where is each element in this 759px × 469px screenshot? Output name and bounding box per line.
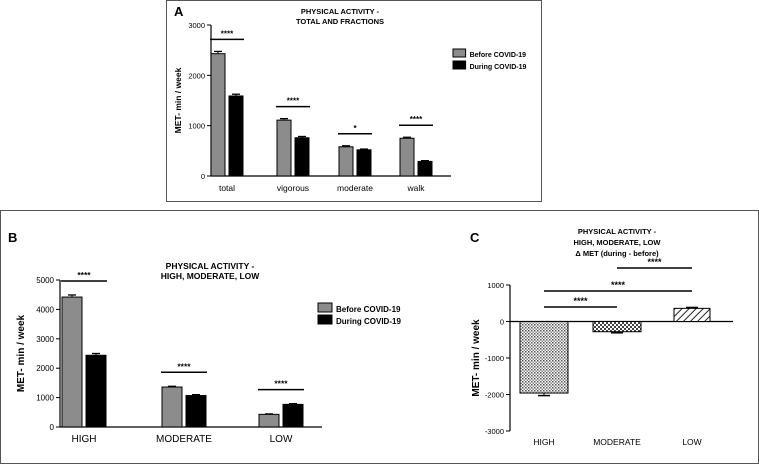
significance-label: ****: [274, 379, 288, 389]
bar-before-moderate: [338, 146, 354, 177]
x-tick-label: moderate: [337, 183, 373, 193]
bar-during-moderate: [185, 395, 207, 428]
bar-delta-high: [519, 321, 569, 394]
panel-a-frame: [166, 0, 542, 202]
y-tick-label: 3000: [36, 335, 54, 344]
panel-label: A: [174, 4, 184, 19]
x-tick-label: HIGH: [533, 437, 554, 447]
bar-before-low: [258, 413, 280, 428]
x-tick-label: HIGH: [72, 434, 97, 445]
chart-title-line: Δ MET (during - before): [575, 249, 659, 258]
significance-label: ****: [221, 29, 234, 38]
bar-delta-low: [673, 307, 711, 322]
legend-label: Before COVID-19: [336, 305, 401, 314]
y-axis-label: MET- min / week: [173, 67, 183, 133]
bar-before-moderate: [161, 386, 183, 428]
chart-title-line: HIGH, MODERATE, LOW: [574, 238, 662, 247]
x-tick-label: LOW: [270, 434, 293, 445]
y-axis-label: MET- min / week: [471, 319, 482, 397]
significance-label: ****: [77, 270, 91, 280]
panel-label: B: [8, 230, 17, 245]
y-tick-label: 4000: [36, 305, 54, 314]
x-tick-label: walk: [406, 183, 425, 193]
legend-label: During COVID-19: [336, 317, 401, 326]
y-tick-label: 2000: [36, 364, 54, 373]
x-tick-label: MODERATE: [156, 434, 212, 445]
legend-label: Before COVID-19: [470, 52, 527, 59]
bar-during-high: [85, 354, 107, 428]
significance-label: ****: [177, 361, 191, 371]
x-tick-label: vigorous: [277, 183, 309, 193]
bar-delta-moderate: [592, 321, 642, 333]
bar-during-vigorous: [294, 137, 310, 177]
chart-panel-a: A PHYSICAL ACTIVITY -TOTAL AND FRACTIONS M…: [173, 4, 526, 193]
significance-label: *: [353, 124, 357, 133]
y-tick-label: 2000: [188, 71, 205, 80]
y-tick-label: 5000: [36, 276, 54, 285]
chart-panel-c: C PHYSICAL ACTIVITY - HIGH, MODERATE, LOW Δ…: [470, 227, 733, 447]
y-tick-label: 1000: [487, 281, 504, 290]
chart-panel-b: B PHYSICAL ACTIVITY -HIGH, MODERATE, LOW M…: [8, 230, 401, 445]
y-tick-label: 0: [500, 318, 504, 327]
y-tick-label: 1000: [36, 394, 54, 403]
y-tick-label: 3000: [188, 21, 205, 30]
chart-title-line: PHYSICAL ACTIVITY -: [301, 7, 380, 16]
y-axis-label: MET- min / week: [16, 314, 27, 392]
y-tick-label: 0: [50, 423, 55, 432]
y-tick-label: -2000: [485, 391, 504, 400]
bar-during-walk: [417, 160, 433, 177]
legend-swatch: [452, 48, 467, 58]
significance-label: ****: [573, 296, 588, 306]
legend-swatch: [452, 60, 467, 70]
bar-during-moderate: [356, 149, 372, 177]
chart-title-line: HIGH, MODERATE, LOW: [161, 271, 261, 281]
bar-before-walk: [399, 137, 415, 177]
significance-label: ****: [611, 280, 626, 290]
x-tick-label: MODERATE: [593, 437, 641, 447]
significance-label: ****: [647, 257, 662, 267]
bar-before-total: [210, 53, 226, 177]
chart-title-line: PHYSICAL ACTIVITY -: [166, 261, 255, 271]
panel-label: C: [470, 230, 480, 245]
legend-swatch: [317, 314, 333, 325]
bar-during-total: [228, 95, 244, 177]
legend-swatch: [317, 302, 333, 313]
bar-before-high: [61, 296, 83, 428]
significance-label: ****: [287, 97, 300, 106]
legend-label: During COVID-19: [470, 64, 527, 71]
x-tick-label: total: [219, 183, 235, 193]
y-tick-label: 1000: [188, 122, 205, 131]
y-tick-label: -3000: [485, 427, 504, 436]
y-tick-label: 0: [201, 172, 205, 181]
chart-title-line: TOTAL AND FRACTIONS: [296, 17, 384, 26]
chart-title-line: PHYSICAL ACTIVITY -: [578, 227, 657, 236]
significance-label: ****: [410, 115, 423, 124]
bar-during-low: [282, 403, 304, 428]
x-tick-label: LOW: [682, 437, 701, 447]
bar-before-vigorous: [276, 119, 292, 177]
y-tick-label: -1000: [485, 354, 504, 363]
